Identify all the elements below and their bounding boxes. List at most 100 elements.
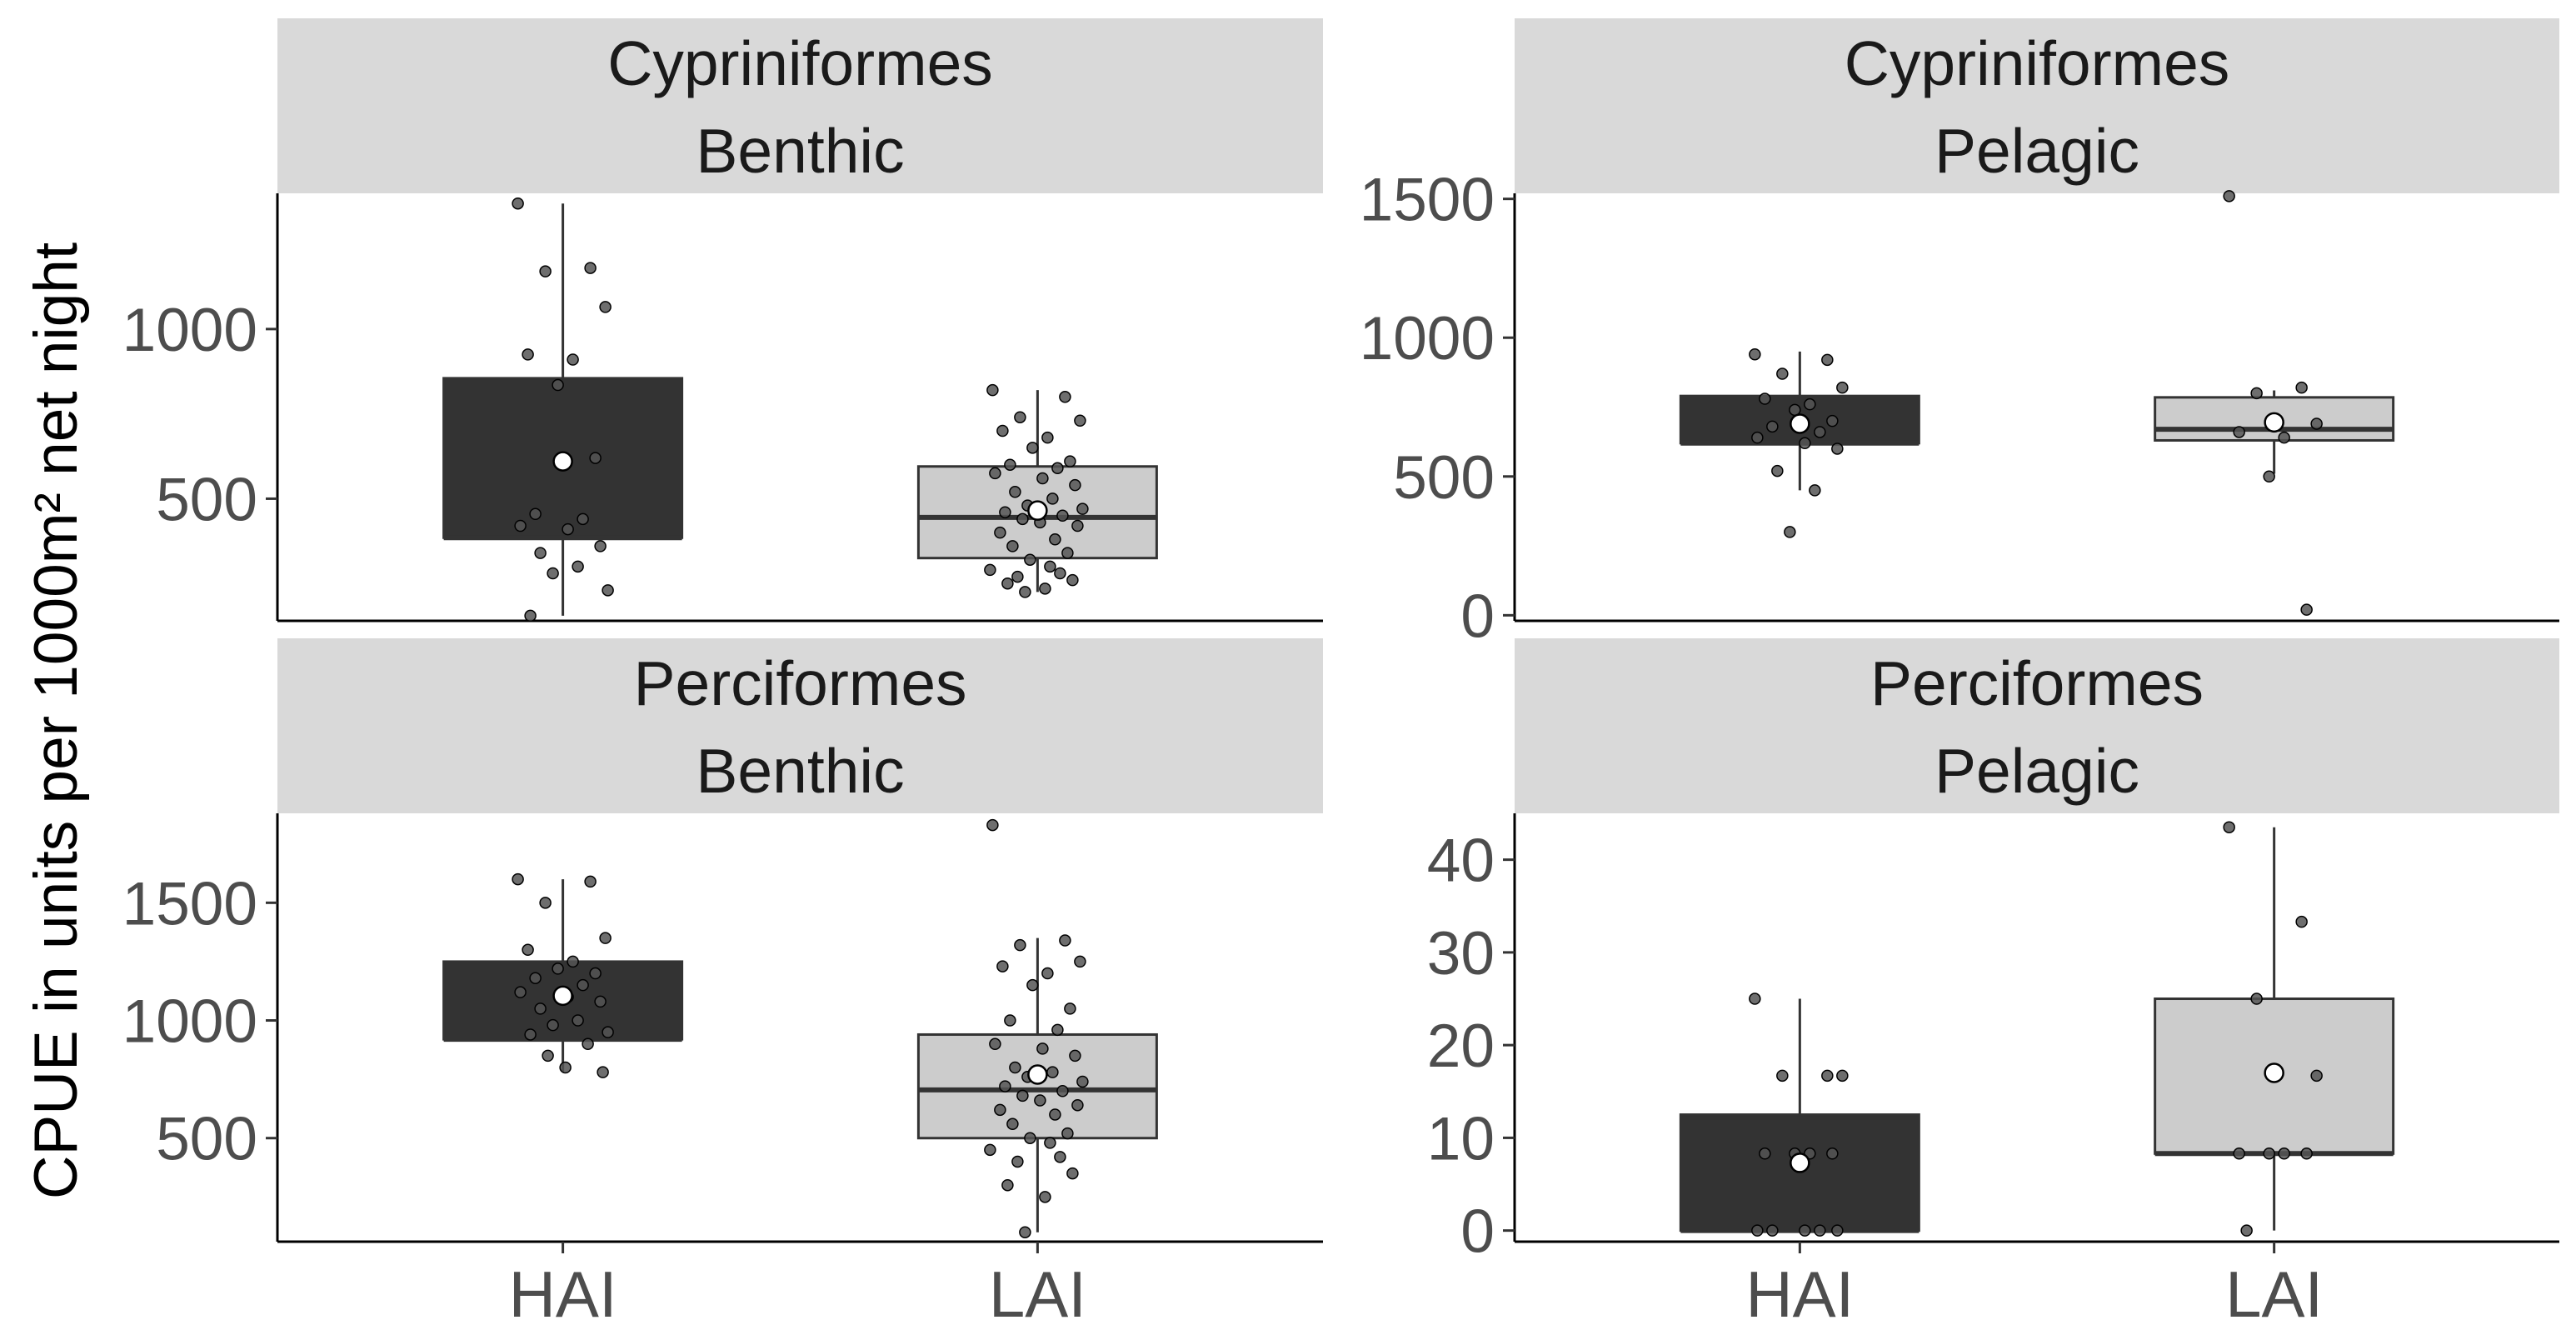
data-point xyxy=(1751,431,1764,444)
data-point xyxy=(1036,1042,1049,1055)
data-point xyxy=(567,353,579,366)
data-point xyxy=(1831,442,1844,455)
data-point xyxy=(2250,387,2263,400)
y-axis-title: CPUE in units per 1000m² net night xyxy=(22,242,90,1199)
data-point xyxy=(1826,414,1839,428)
data-point xyxy=(989,1038,1001,1051)
data-point xyxy=(984,563,996,577)
data-point xyxy=(1059,391,1071,403)
data-point xyxy=(1049,1108,1061,1121)
data-point xyxy=(1039,1191,1051,1203)
data-point xyxy=(1051,1023,1064,1037)
data-point xyxy=(589,967,602,980)
data-point xyxy=(1836,381,1849,394)
box-group-lai xyxy=(2154,190,2395,616)
facet-panel: Perciformes Pelagic 0 10 20 30 40 HAI LAI xyxy=(1427,638,2559,1331)
box-group-hai xyxy=(442,197,684,622)
data-point xyxy=(1064,1002,1076,1015)
data-point xyxy=(1061,547,1074,559)
data-point xyxy=(1014,411,1026,423)
data-point xyxy=(582,1038,594,1051)
data-point xyxy=(562,522,574,536)
data-point xyxy=(552,378,564,392)
mean-marker xyxy=(1790,413,1810,434)
box-group-lai xyxy=(2154,821,2395,1237)
data-point xyxy=(1009,486,1021,498)
data-point xyxy=(1071,1098,1084,1112)
data-point xyxy=(514,986,527,998)
facet-panel: Perciformes Benthic 500 1000 1500 HAI LAI xyxy=(122,638,1323,1331)
facet-habitat-label: Pelagic xyxy=(1934,116,2139,186)
data-point xyxy=(522,348,534,361)
y-tick-label: 1000 xyxy=(122,297,257,364)
data-point xyxy=(529,508,542,520)
facet-strip xyxy=(1515,18,2559,193)
data-point xyxy=(2223,821,2235,833)
y-tick-label: 1500 xyxy=(122,870,257,938)
y-tick-label: 10 xyxy=(1427,1105,1495,1172)
data-point xyxy=(1766,1224,1779,1237)
data-point xyxy=(1041,967,1054,980)
data-point xyxy=(1016,512,1029,526)
data-point xyxy=(512,197,524,210)
data-point xyxy=(1749,992,1761,1005)
data-point xyxy=(1009,1061,1021,1074)
facet-habitat-label: Benthic xyxy=(696,736,904,806)
data-point xyxy=(1069,1049,1081,1062)
mean-marker xyxy=(1790,1152,1810,1173)
data-point xyxy=(559,1061,572,1074)
data-point xyxy=(1034,1094,1046,1107)
data-point xyxy=(2223,190,2235,202)
data-point xyxy=(1799,1224,1811,1237)
data-point xyxy=(1766,420,1779,433)
data-point xyxy=(547,567,559,580)
mean-marker xyxy=(1027,500,1048,521)
facet-habitat-label: Pelagic xyxy=(1934,736,2139,806)
data-point xyxy=(539,265,552,278)
data-point xyxy=(1056,509,1069,522)
data-point xyxy=(1776,1069,1789,1082)
data-point xyxy=(1809,484,1821,497)
data-point xyxy=(594,540,607,552)
data-point xyxy=(1799,437,1811,450)
data-point xyxy=(514,519,527,532)
y-tick-label: 500 xyxy=(156,466,257,533)
x-tick-label: LAI xyxy=(2225,1258,2323,1331)
data-point xyxy=(1024,553,1036,566)
data-point xyxy=(1054,1151,1066,1163)
data-point xyxy=(1001,1178,1014,1192)
data-point xyxy=(1771,464,1784,478)
data-point xyxy=(1064,455,1076,468)
data-point xyxy=(1046,492,1059,505)
data-point xyxy=(572,560,584,573)
data-point xyxy=(1074,955,1086,968)
data-point xyxy=(589,452,602,464)
data-point xyxy=(599,932,612,944)
data-point xyxy=(584,262,597,274)
data-point xyxy=(994,526,1006,539)
facet-panel: Cypriniformes Benthic 500 1000 xyxy=(122,18,1323,622)
data-point xyxy=(602,584,614,597)
data-point xyxy=(1069,478,1081,492)
data-point xyxy=(2263,470,2275,483)
data-point xyxy=(2263,1148,2275,1160)
data-point xyxy=(1046,1066,1059,1078)
data-point xyxy=(1054,567,1066,580)
data-point xyxy=(1011,1155,1024,1168)
data-point xyxy=(2310,418,2323,430)
data-point xyxy=(986,383,999,397)
y-tick-label: 500 xyxy=(1393,444,1495,512)
data-point xyxy=(1074,414,1086,428)
data-point xyxy=(594,995,607,1008)
box-group-hai xyxy=(1679,992,1920,1237)
y-tick-label: 0 xyxy=(1460,1198,1495,1266)
facet-strip xyxy=(277,18,1323,193)
data-point xyxy=(1016,1089,1029,1102)
box-group-hai xyxy=(1679,348,1920,538)
data-point xyxy=(1004,458,1016,471)
y-tick-label: 500 xyxy=(156,1106,257,1173)
facet-order-label: Cypriniformes xyxy=(607,28,993,98)
data-point xyxy=(534,1002,547,1015)
mean-marker xyxy=(2264,1062,2284,1083)
